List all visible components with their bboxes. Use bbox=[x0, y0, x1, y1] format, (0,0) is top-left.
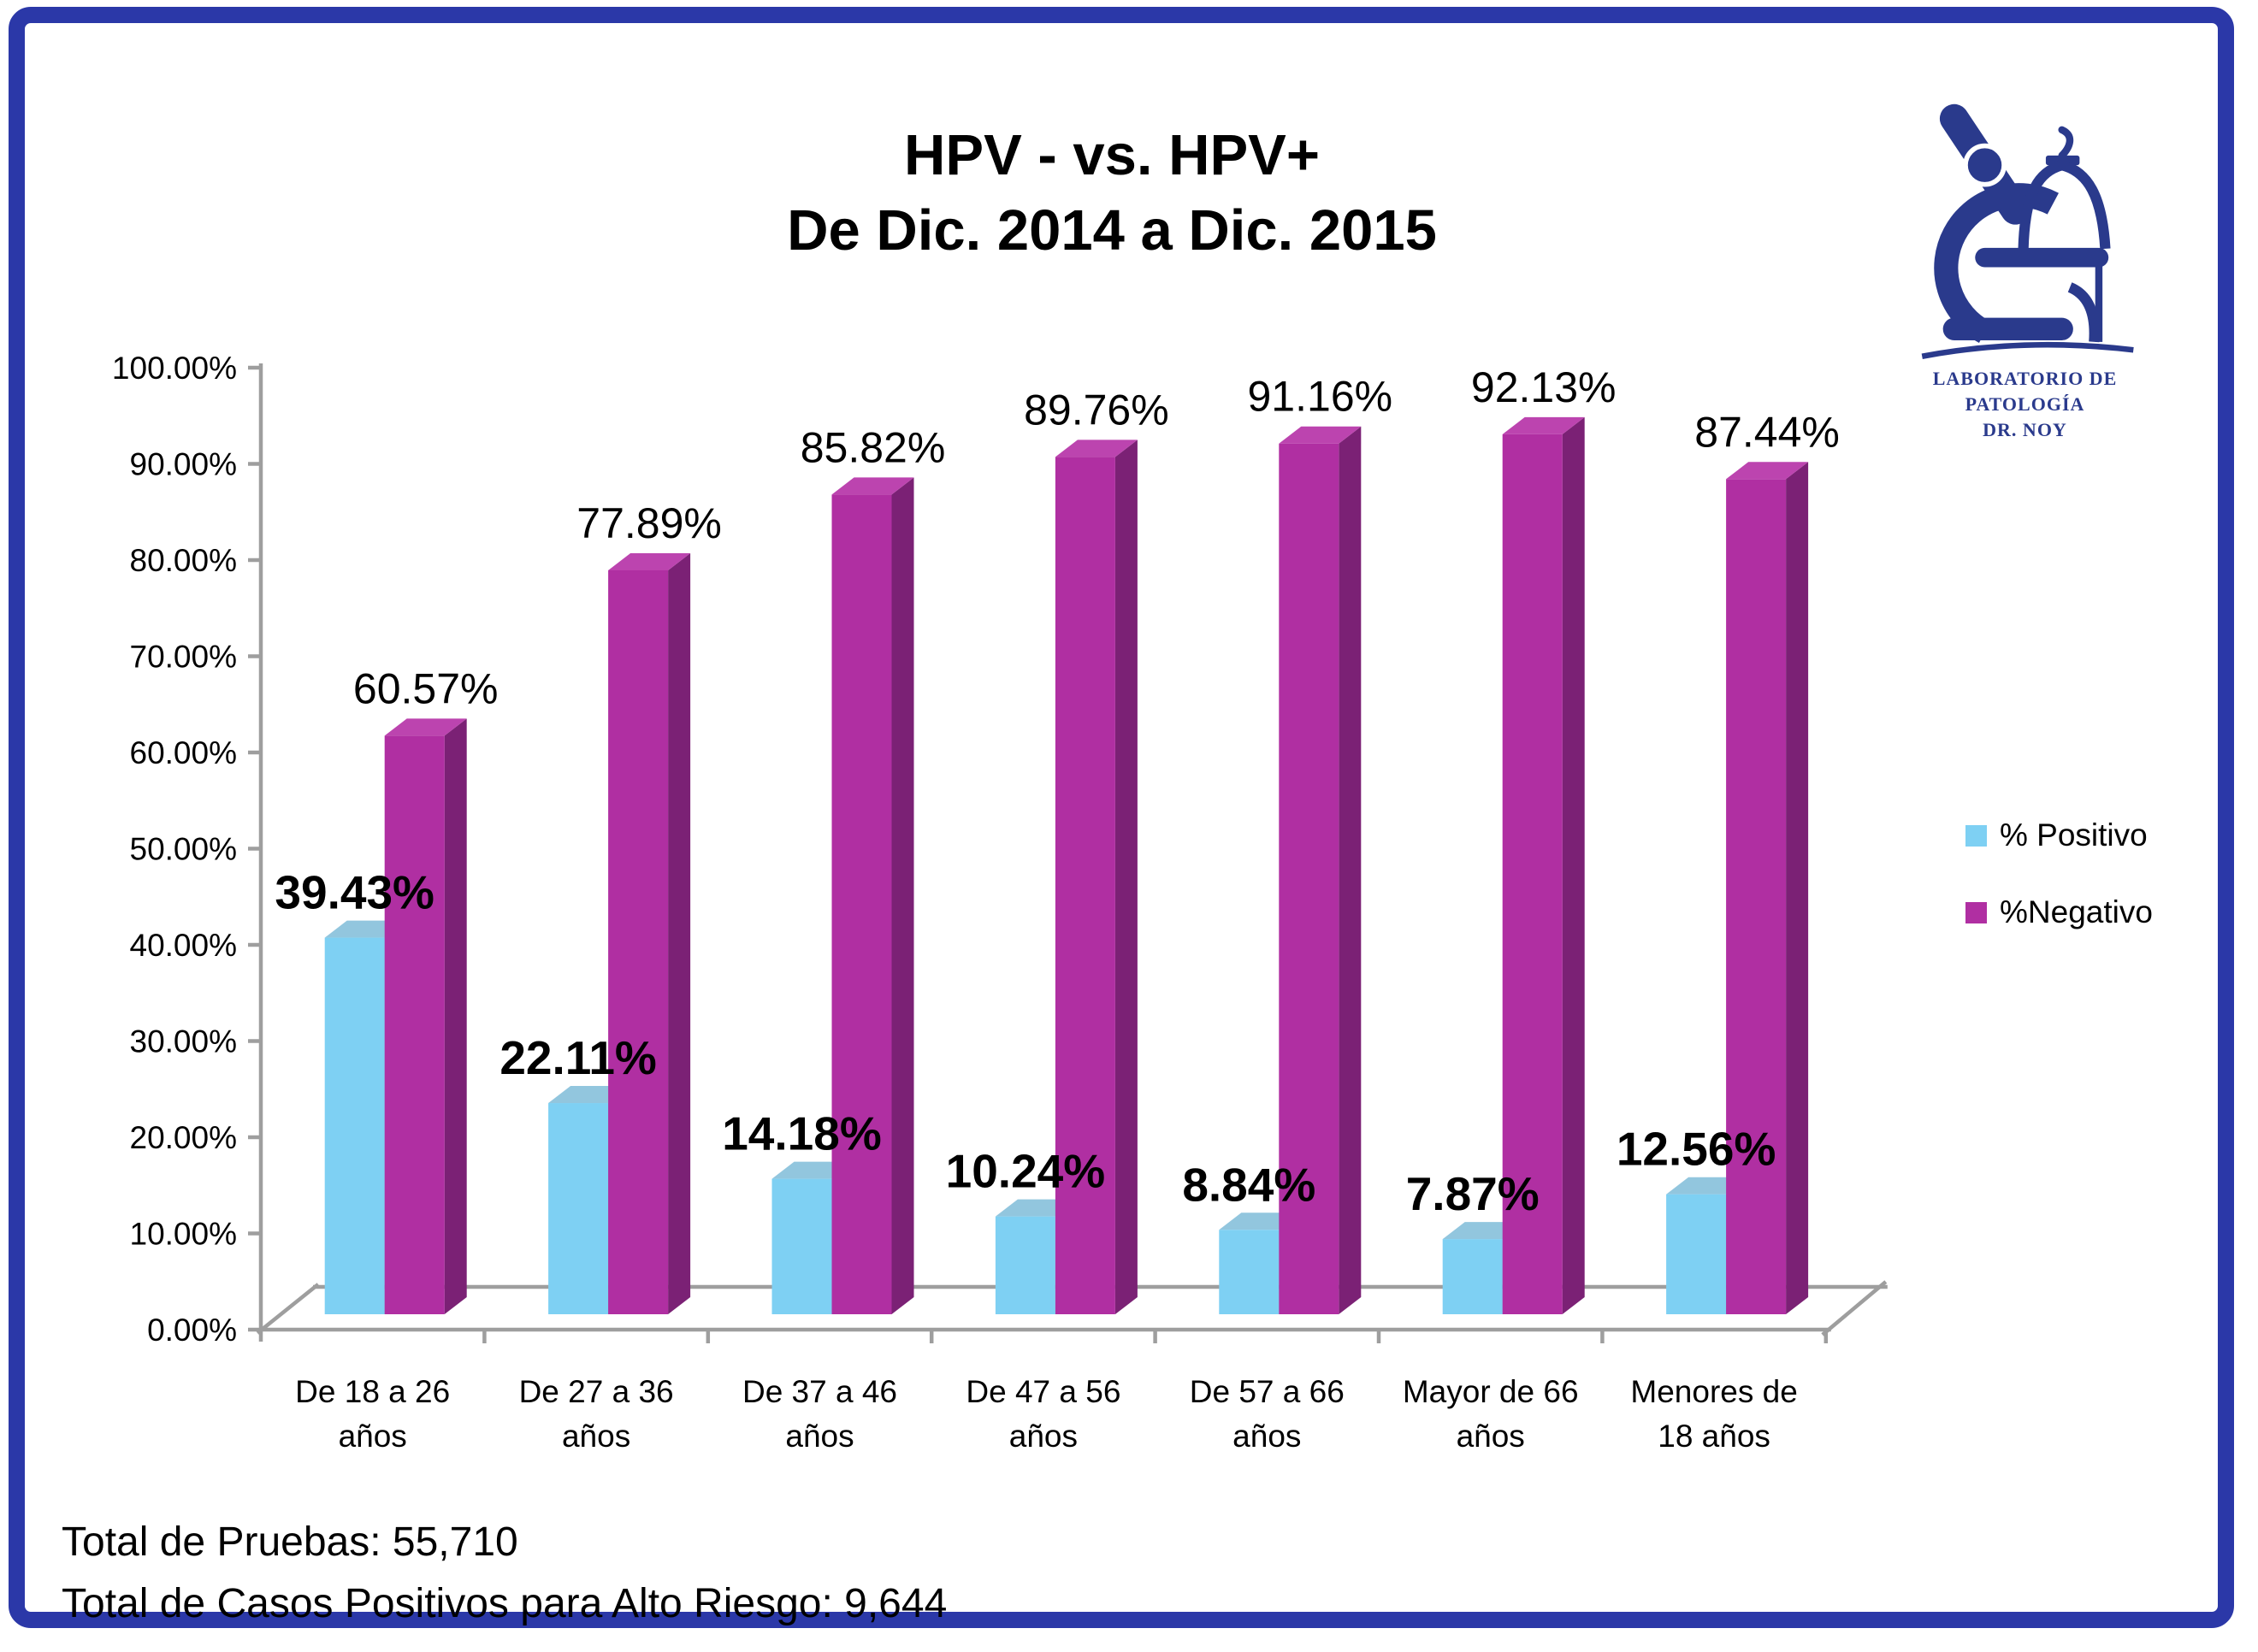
category-label-line2: años bbox=[562, 1419, 630, 1454]
bar-negative-side bbox=[1562, 416, 1585, 1314]
negative-value-label: 60.57% bbox=[353, 664, 499, 712]
logo-text: LABORATORIO DE PATOLOGÍA DR. NOY bbox=[1903, 366, 2147, 443]
legend-item-negativo: %Negativo bbox=[1965, 894, 2153, 930]
chart-title-line2: De Dic. 2014 a Dic. 2015 bbox=[787, 198, 1437, 263]
y-axis-tick-label: 20.00% bbox=[130, 1120, 238, 1155]
bar-negative-side bbox=[668, 552, 691, 1314]
bar-negative-side bbox=[1786, 462, 1809, 1314]
bar-positive-front bbox=[771, 1178, 832, 1314]
logo-text-line2: PATOLOGÍA bbox=[1965, 393, 2085, 415]
category-label-line1: De 18 a 26 bbox=[295, 1374, 450, 1409]
y-axis-tick-label: 60.00% bbox=[130, 735, 238, 770]
y-axis-tick-label: 30.00% bbox=[130, 1024, 238, 1059]
floor-left-edge bbox=[256, 1283, 320, 1335]
bar-negative-front bbox=[831, 494, 892, 1314]
bar-negative-top bbox=[1055, 440, 1138, 457]
totals-footer: Total de Pruebas: 55,710 Total de Casos … bbox=[62, 1512, 947, 1635]
category-label-line1: De 37 a 46 bbox=[742, 1374, 897, 1409]
positive-value-label: 8.84% bbox=[1182, 1158, 1315, 1211]
bar-positive-front bbox=[1666, 1194, 1727, 1314]
category-label-line2: años bbox=[1457, 1419, 1525, 1454]
lab-logo: LABORATORIO DE PATOLOGÍA DR. NOY bbox=[1903, 101, 2147, 443]
bar-negative-front bbox=[1055, 457, 1115, 1314]
y-axis-tick-label: 10.00% bbox=[130, 1217, 238, 1252]
bar-negative-front bbox=[608, 569, 669, 1314]
positive-value-label: 22.11% bbox=[499, 1031, 657, 1084]
legend-label-positivo: % Positivo bbox=[2000, 817, 2148, 853]
bar-negative-top bbox=[1726, 462, 1809, 480]
category-label-line1: Mayor de 66 bbox=[1403, 1374, 1579, 1409]
bar-negative-top bbox=[608, 552, 691, 570]
bar-negative-top bbox=[1279, 426, 1362, 444]
bar-positive-front bbox=[1219, 1230, 1280, 1314]
microscope-icon bbox=[1921, 103, 2134, 359]
category-label-line2: años bbox=[339, 1419, 407, 1454]
negativo-swatch bbox=[1965, 901, 1987, 923]
chart-title-line1: HPV - vs. HPV+ bbox=[904, 123, 1320, 187]
positive-value-label: 7.87% bbox=[1406, 1167, 1540, 1220]
page-border-frame bbox=[9, 7, 2234, 1628]
bar-negative-side bbox=[1339, 426, 1362, 1314]
category-label-line1: De 27 a 36 bbox=[519, 1374, 674, 1409]
positive-value-label: 39.43% bbox=[275, 866, 434, 919]
bar-positive-front bbox=[324, 937, 385, 1314]
y-axis-tick-label: 100.00% bbox=[112, 351, 237, 386]
chart-title: HPV - vs. HPV+ De Dic. 2014 a Dic. 2015 bbox=[257, 118, 1967, 268]
category-label-line1: Menores de bbox=[1630, 1374, 1797, 1409]
floor-right-edge bbox=[1821, 1280, 1888, 1336]
positive-value-label: 10.24% bbox=[946, 1145, 1106, 1198]
y-axis-tick-label: 0.00% bbox=[147, 1313, 237, 1348]
y-axis-tick-label: 80.00% bbox=[130, 543, 238, 578]
bar-negative-top bbox=[831, 477, 914, 495]
y-axis-tick-label: 70.00% bbox=[130, 640, 238, 675]
category-label-line1: De 47 a 56 bbox=[966, 1374, 1120, 1409]
negative-value-label: 91.16% bbox=[1248, 373, 1393, 421]
logo-text-line1: LABORATORIO DE bbox=[1932, 368, 2118, 389]
bar-negative-front bbox=[1279, 443, 1339, 1314]
bar-negative-front bbox=[1726, 479, 1787, 1314]
bar-positive-front bbox=[1442, 1239, 1503, 1314]
total-pruebas: Total de Pruebas: 55,710 bbox=[62, 1519, 518, 1565]
negative-value-label: 92.13% bbox=[1471, 363, 1617, 411]
bar-negative-top bbox=[384, 718, 467, 736]
bar-negative-side bbox=[444, 718, 467, 1314]
chart-legend: % Positivo %Negativo bbox=[1965, 817, 2153, 930]
bar-negative-side bbox=[891, 477, 914, 1314]
negative-value-label: 85.82% bbox=[801, 423, 946, 471]
bar-negative-top bbox=[1502, 416, 1585, 434]
category-label-line2: años bbox=[1232, 1419, 1301, 1454]
microscope-knob bbox=[1963, 143, 2007, 187]
bar-positive-front bbox=[548, 1103, 609, 1314]
bar-positive-front bbox=[995, 1216, 1055, 1314]
legend-item-positivo: % Positivo bbox=[1965, 817, 2153, 853]
y-axis-tick-label: 40.00% bbox=[130, 928, 238, 963]
logo-text-line3: DR. NOY bbox=[1983, 419, 2067, 440]
bar-negative-front bbox=[1502, 434, 1563, 1314]
total-positivos: Total de Casos Positivos para Alto Riesg… bbox=[62, 1581, 948, 1626]
negative-value-label: 89.76% bbox=[1024, 386, 1169, 434]
category-label-line2: años bbox=[1009, 1419, 1078, 1454]
bar-negative-side bbox=[1114, 440, 1138, 1314]
legend-label-negativo: %Negativo bbox=[2000, 894, 2153, 929]
category-label-line2: 18 años bbox=[1658, 1419, 1770, 1454]
category-label-line2: años bbox=[785, 1419, 854, 1454]
category-label-line1: De 57 a 66 bbox=[1190, 1374, 1345, 1409]
bar-negative-front bbox=[384, 735, 445, 1314]
y-axis-tick-label: 90.00% bbox=[130, 447, 238, 482]
negative-value-label: 87.44% bbox=[1694, 408, 1840, 456]
y-axis-tick-label: 50.00% bbox=[130, 832, 238, 867]
positivo-swatch bbox=[1965, 824, 1987, 847]
negative-value-label: 77.89% bbox=[576, 499, 722, 547]
positive-value-label: 14.18% bbox=[722, 1107, 882, 1160]
positive-value-label: 12.56% bbox=[1617, 1123, 1776, 1176]
